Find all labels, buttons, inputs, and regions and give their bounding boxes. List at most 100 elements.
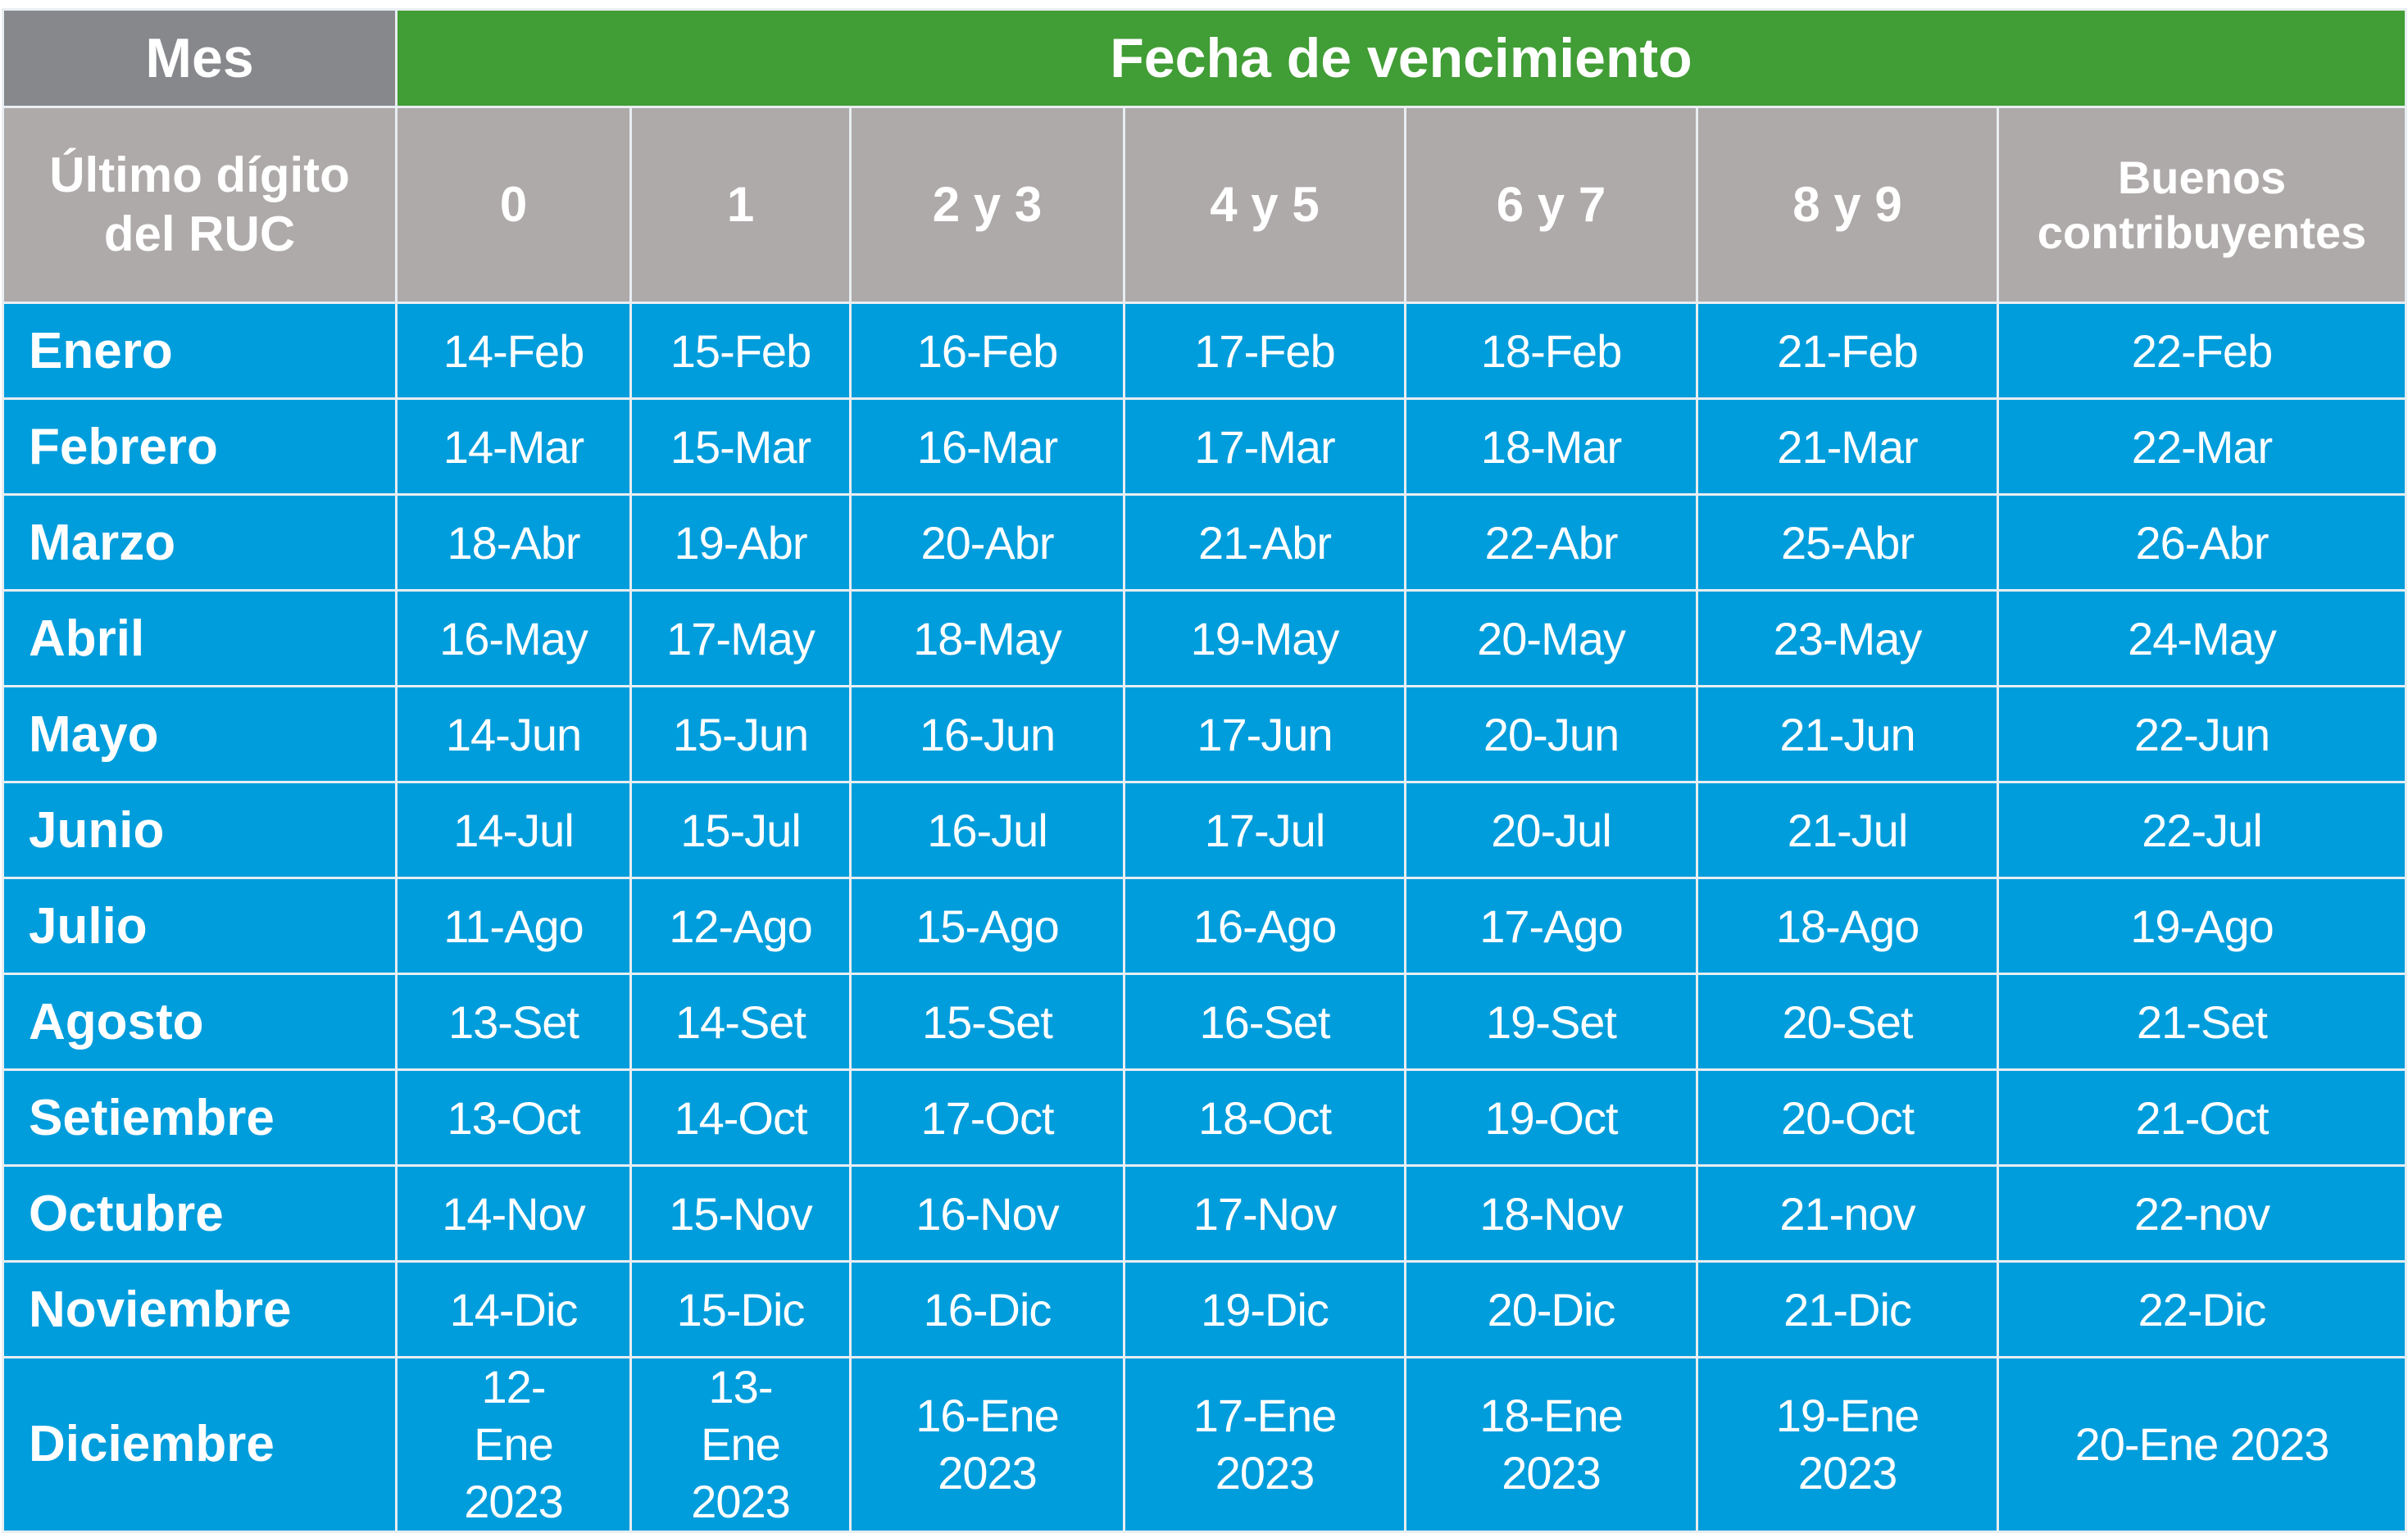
date-cell: 15-Jul [629, 781, 852, 879]
date-cell: 16-Ago [1123, 877, 1406, 975]
date-cell: 19-Ene 2023 [1696, 1356, 1999, 1533]
column-header: 4 y 5 [1123, 106, 1406, 304]
date-cell: 17-Nov [1123, 1164, 1406, 1263]
date-cell: 18-Mar [1404, 397, 1698, 496]
table-row: Julio 11-Ago 12-Ago 15-Ago 16-Ago 17-Ago 18-Ag… [2, 877, 2407, 975]
month-cell: Diciembre [2, 1356, 398, 1533]
digit-label: Último dígito del RUC [2, 106, 398, 304]
month-cell: Febrero [2, 397, 398, 496]
date-cell: 21-Dic [1696, 1260, 1999, 1358]
date-cell: 11-Ago [395, 877, 632, 975]
date-cell: 21-Mar [1696, 397, 1999, 496]
date-cell: 16-Nov [849, 1164, 1125, 1263]
date-cell: 17-Jun [1123, 685, 1406, 783]
date-cell: 21-Jun [1696, 685, 1999, 783]
date-cell: 17-Jul [1123, 781, 1406, 879]
date-cell: 21-Oct [1997, 1068, 2407, 1167]
column-header: Buenos contribuyentes [1997, 106, 2407, 304]
date-cell: 20-Ene 2023 [1997, 1356, 2407, 1533]
date-cell: 16-Set [1123, 973, 1406, 1071]
month-cell: Setiembre [2, 1068, 398, 1167]
table-row: Octubre 14-Nov 15-Nov 16-Nov 17-Nov 18-Nov 21-… [2, 1164, 2407, 1263]
table-row: Setiembre 13-Oct 14-Oct 17-Oct 18-Oct 19-Oct 2… [2, 1068, 2407, 1167]
date-cell: 20-Abr [849, 493, 1125, 592]
date-cell: 17-Oct [849, 1068, 1125, 1167]
date-cell: 14-Oct [629, 1068, 852, 1167]
date-cell: 14-Set [629, 973, 852, 1071]
date-cell: 12-Ene 2023 [395, 1356, 632, 1533]
date-cell: 25-Abr [1696, 493, 1999, 592]
date-cell: 20-May [1404, 589, 1698, 687]
date-cell: 19-Abr [629, 493, 852, 592]
date-cell: 15-Feb [629, 302, 852, 400]
date-cell: 19-Set [1404, 973, 1698, 1071]
month-cell: Noviembre [2, 1260, 398, 1358]
month-cell: Marzo [2, 493, 398, 592]
date-cell: 21-nov [1696, 1164, 1999, 1263]
date-cell: 23-May [1696, 589, 1999, 687]
date-cell: 22-Dic [1997, 1260, 2407, 1358]
date-cell: 17-Ene 2023 [1123, 1356, 1406, 1533]
date-cell: 15-Set [849, 973, 1125, 1071]
date-cell: 21-Set [1997, 973, 2407, 1071]
date-cell: 19-Oct [1404, 1068, 1698, 1167]
date-cell: 19-May [1123, 589, 1406, 687]
date-cell: 15-Mar [629, 397, 852, 496]
table-body: Enero 14-Feb 15-Feb 16-Feb 17-Feb 18-Feb 21-Fe… [2, 302, 2407, 1533]
column-header: 8 y 9 [1696, 106, 1999, 304]
table-row: Abril 16-May 17-May 18-May 19-May 20-May 23-Ma… [2, 589, 2407, 687]
date-cell: 15-Dic [629, 1260, 852, 1358]
date-cell: 20-Set [1696, 973, 1999, 1071]
table-row: Agosto 13-Set 14-Set 15-Set 16-Set 19-Set 20-S… [2, 973, 2407, 1071]
table-row: Junio 14-Jul 15-Jul 16-Jul 17-Jul 20-Jul 21-Ju… [2, 781, 2407, 879]
date-cell: 21-Jul [1696, 781, 1999, 879]
date-cell: 19-Ago [1997, 877, 2407, 975]
date-cell: 13-Oct [395, 1068, 632, 1167]
date-cell: 20-Jul [1404, 781, 1698, 879]
date-cell: 26-Abr [1997, 493, 2407, 592]
date-cell: 12-Ago [629, 877, 852, 975]
date-cell: 16-Feb [849, 302, 1125, 400]
date-cell: 18-Feb [1404, 302, 1698, 400]
date-cell: 18-Abr [395, 493, 632, 592]
date-cell: 15-Ago [849, 877, 1125, 975]
date-cell: 17-Ago [1404, 877, 1698, 975]
date-cell: 13-Ene 2023 [629, 1356, 852, 1533]
date-cell: 14-Nov [395, 1164, 632, 1263]
date-cell: 16-Jul [849, 781, 1125, 879]
date-cell: 17-Mar [1123, 397, 1406, 496]
month-cell: Octubre [2, 1164, 398, 1263]
date-cell: 17-Feb [1123, 302, 1406, 400]
table-row: Marzo 18-Abr 19-Abr 20-Abr 21-Abr 22-Abr 25-Ab… [2, 493, 2407, 592]
date-cell: 22-Feb [1997, 302, 2407, 400]
column-header: 2 y 3 [849, 106, 1125, 304]
date-cell: 20-Oct [1696, 1068, 1999, 1167]
date-cell: 16-Ene 2023 [849, 1356, 1125, 1533]
month-cell: Julio [2, 877, 398, 975]
date-cell: 14-Mar [395, 397, 632, 496]
table-row: Mayo 14-Jun 15-Jun 16-Jun 17-Jun 20-Jun 21-Jun… [2, 685, 2407, 783]
date-cell: 15-Nov [629, 1164, 852, 1263]
date-cell: 18-Oct [1123, 1068, 1406, 1167]
column-header: 6 y 7 [1404, 106, 1698, 304]
date-cell: 17-May [629, 589, 852, 687]
date-cell: 15-Jun [629, 685, 852, 783]
month-cell: Enero [2, 302, 398, 400]
month-cell: Abril [2, 589, 398, 687]
date-cell: 22-Jul [1997, 781, 2407, 879]
column-header: 0 [395, 106, 632, 304]
date-cell: 22-nov [1997, 1164, 2407, 1263]
date-cell: 20-Dic [1404, 1260, 1698, 1358]
column-header: 1 [629, 106, 852, 304]
date-cell: 18-Ago [1696, 877, 1999, 975]
date-cell: 22-Jun [1997, 685, 2407, 783]
table-row: Noviembre 14-Dic 15-Dic 16-Dic 19-Dic 20-Dic 2… [2, 1260, 2407, 1358]
table-row: Enero 14-Feb 15-Feb 16-Feb 17-Feb 18-Feb 21-Fe… [2, 302, 2407, 400]
date-cell: 16-May [395, 589, 632, 687]
date-cell: 22-Abr [1404, 493, 1698, 592]
date-cell: 24-May [1997, 589, 2407, 687]
month-cell: Agosto [2, 973, 398, 1071]
date-cell: 18-May [849, 589, 1125, 687]
table-row: Febrero 14-Mar 15-Mar 16-Mar 17-Mar 18-Mar 21-… [2, 397, 2407, 496]
